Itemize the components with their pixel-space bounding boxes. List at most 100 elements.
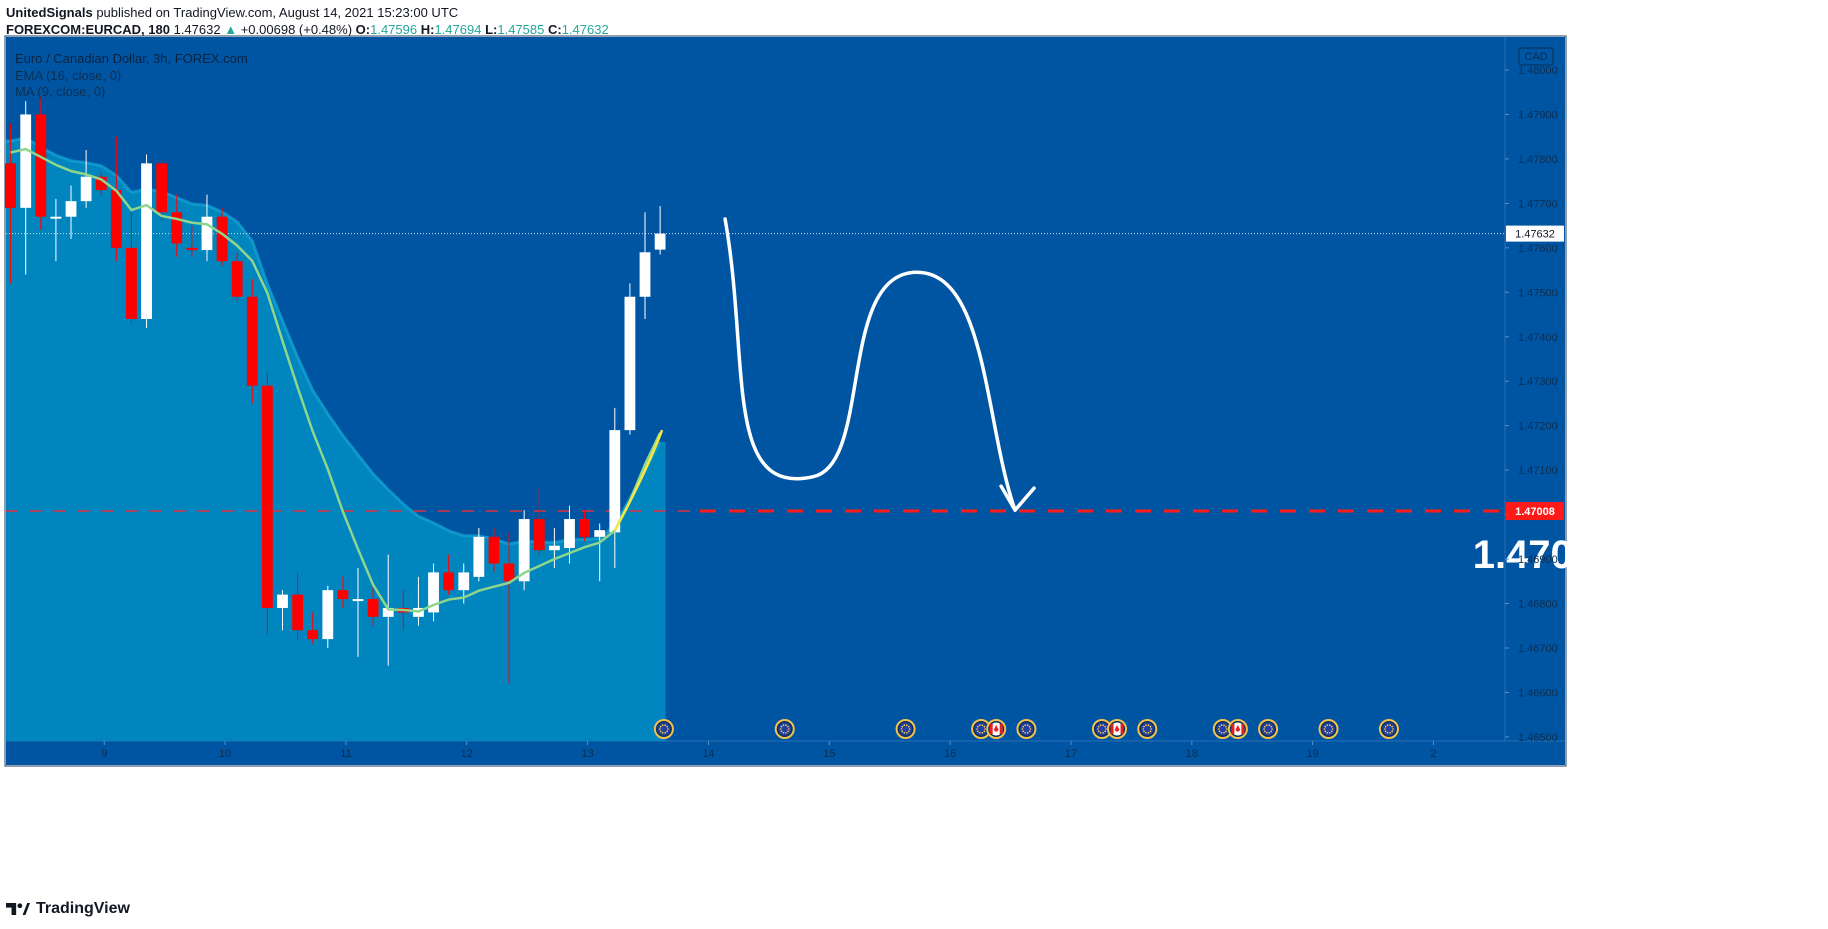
candle-43 — [654, 206, 666, 255]
candle-41 — [624, 283, 636, 435]
tradingview-brand[interactable]: TradingView — [6, 900, 130, 918]
candle-body — [95, 176, 107, 191]
candle-29 — [443, 554, 455, 595]
eu-event-icon[interactable] — [1258, 719, 1279, 739]
price-tick-label: 1.47100 — [1518, 465, 1558, 477]
eu-event-icon[interactable] — [895, 719, 916, 739]
candle-18 — [277, 590, 288, 631]
canada-event-icon[interactable] — [1227, 719, 1248, 739]
candle-body — [231, 261, 243, 297]
candle-2 — [35, 96, 47, 231]
candle-body — [20, 114, 32, 208]
eu-event-icon[interactable] — [774, 719, 795, 739]
canada-event-icon[interactable] — [1107, 719, 1128, 739]
eu-event-icon[interactable] — [1212, 719, 1233, 739]
price-tick-label: 1.46600 — [1518, 687, 1558, 699]
price-tick-label: 1.46800 — [1518, 599, 1558, 611]
candle-42 — [639, 212, 651, 319]
candle-body — [428, 572, 439, 613]
price-tick-label: 1.46500 — [1518, 732, 1558, 744]
close-value: 1.47632 — [561, 22, 609, 37]
price-tick-label: 1.46900 — [1518, 554, 1558, 566]
ma-line-tail — [613, 429, 664, 532]
candle-23 — [352, 567, 364, 657]
candle-body — [594, 530, 606, 537]
candle-5 — [80, 150, 92, 208]
legend-ma[interactable]: MA (9, close, 0) — [15, 84, 106, 99]
candle-body — [110, 190, 122, 248]
candle-body — [624, 296, 636, 431]
tradingview-logo-icon — [6, 903, 30, 915]
candle-body — [307, 630, 319, 640]
price-tick-label: 1.47700 — [1518, 198, 1558, 210]
currency-badge — [1518, 47, 1554, 66]
time-tick-label: 11 — [340, 748, 351, 760]
ma-line — [10, 147, 662, 613]
target-annotation: 1.47008 — [1473, 533, 1618, 577]
time-tick-label: 9 — [101, 748, 107, 760]
candle-body — [261, 385, 273, 608]
candle-body — [126, 247, 137, 319]
price-tick-label: 1.47900 — [1518, 109, 1558, 121]
candle-body — [201, 216, 213, 251]
candle-33 — [503, 532, 515, 684]
candle-body — [80, 176, 92, 202]
eu-event-icon[interactable] — [653, 719, 674, 739]
price-tick-label: 1.47500 — [1518, 287, 1558, 299]
legend-ema[interactable]: EMA (16, close, 0) — [15, 67, 122, 83]
candle-39 — [594, 523, 606, 582]
time-tick-label: 18 — [1186, 748, 1198, 760]
candle-body — [518, 519, 530, 582]
candle-body — [367, 599, 379, 617]
time-tick-label: 13 — [581, 748, 593, 760]
candle-11 — [171, 194, 183, 257]
eu-event-icon[interactable] — [1016, 719, 1037, 739]
time-tick-label: 10 — [219, 748, 231, 760]
candle-31 — [473, 527, 485, 582]
candle-15 — [231, 252, 243, 302]
price-tick-label: 1.47600 — [1518, 243, 1558, 255]
candle-body — [246, 296, 258, 386]
price-tick-label: 1.48000 — [1518, 65, 1558, 77]
eu-event-icon[interactable] — [1318, 719, 1339, 739]
event-markers — [653, 719, 1399, 739]
candle-28 — [428, 563, 439, 622]
candle-body — [639, 252, 651, 297]
candle-body — [65, 201, 77, 217]
price-tick-label: 1.47200 — [1518, 421, 1558, 433]
time-tick-label: 16 — [944, 748, 956, 760]
candle-10 — [156, 158, 168, 222]
candle-body — [382, 607, 394, 617]
candle-1 — [20, 101, 32, 275]
candle-24 — [367, 585, 379, 626]
candle-body — [322, 590, 334, 640]
candle-body — [171, 212, 183, 244]
author-name[interactable]: UnitedSignals — [6, 5, 93, 20]
candle-body — [503, 563, 515, 582]
symbol-label: FOREXCOM:EURCAD, 180 — [6, 22, 170, 37]
ema-shaded-area — [6, 137, 666, 741]
candle-body — [292, 594, 303, 631]
open-label: O: — [355, 22, 371, 37]
canada-event-icon[interactable] — [986, 719, 1007, 739]
projection-path — [723, 217, 1017, 512]
candle-16 — [246, 278, 258, 404]
candle-12 — [186, 225, 198, 257]
candle-body — [277, 594, 288, 608]
price-tick-label: 1.47800 — [1518, 154, 1558, 166]
time-tick-label: 15 — [823, 748, 835, 760]
chart-legend: Euro / Canadian Dollar, 3h, FOREX.com EM… — [15, 51, 248, 101]
candle-body — [533, 519, 545, 551]
eu-event-icon[interactable] — [1091, 719, 1112, 739]
time-tick-label: 12 — [461, 748, 473, 760]
time-tick-label: 19 — [1307, 748, 1319, 760]
eu-event-icon[interactable] — [1137, 719, 1158, 739]
price-tick-label: 1.47400 — [1518, 332, 1558, 344]
eu-event-icon[interactable] — [1378, 719, 1399, 739]
price-axis-labels: 1.48000 1.47900 1.47800 1.47700 1.47600 1.475… — [1505, 65, 1558, 744]
target-price-label: 1.47008 — [1515, 506, 1555, 518]
candle-9 — [141, 154, 152, 328]
target-price-badge — [1506, 502, 1564, 521]
candle-body — [50, 216, 62, 219]
